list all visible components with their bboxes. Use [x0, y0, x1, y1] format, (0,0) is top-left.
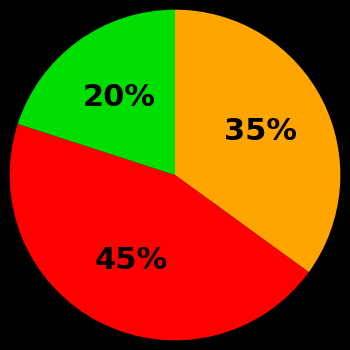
Wedge shape: [10, 124, 309, 340]
Text: 20%: 20%: [82, 83, 155, 112]
Wedge shape: [175, 10, 340, 272]
Text: 45%: 45%: [95, 246, 168, 275]
Wedge shape: [18, 10, 175, 175]
Text: 35%: 35%: [224, 117, 297, 146]
